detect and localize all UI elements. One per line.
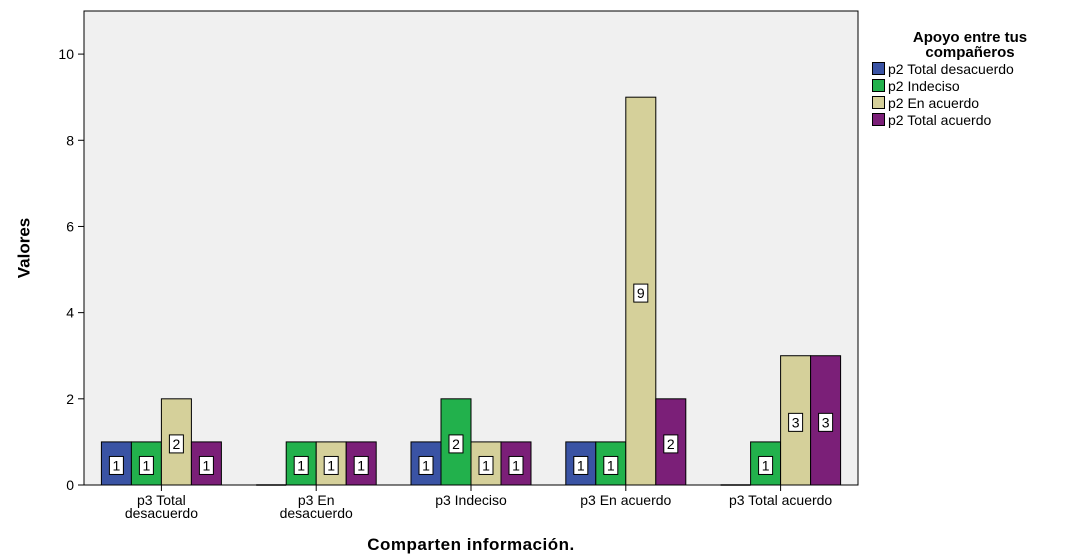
data-label: 2 xyxy=(452,436,460,452)
legend-label: p2 Total acuerdo xyxy=(888,111,992,128)
data-label: 3 xyxy=(792,414,800,430)
data-label: 1 xyxy=(512,457,520,473)
legend-items: p2 Total desacuerdo p2 Indeciso p2 En acue… xyxy=(872,60,1068,128)
data-label-box xyxy=(353,455,369,475)
data-label: 1 xyxy=(297,457,305,473)
data-label-box xyxy=(788,412,804,432)
data-label-box xyxy=(293,455,309,475)
data-label: 1 xyxy=(357,457,365,473)
data-label: 1 xyxy=(327,457,335,473)
x-tick-label: p3 Indeciso xyxy=(435,492,507,508)
data-label: 1 xyxy=(482,457,490,473)
legend-swatch xyxy=(872,79,885,92)
data-label-box xyxy=(323,455,339,475)
legend-item: p2 Total acuerdo xyxy=(872,111,1068,128)
bar xyxy=(780,355,812,486)
legend-swatch xyxy=(872,96,885,109)
data-label-box xyxy=(508,455,524,475)
bar xyxy=(345,441,377,486)
x-tick-label: p3 En desacuerdo xyxy=(280,492,353,521)
legend-item: p2 Indeciso xyxy=(872,77,1068,94)
y-tick-label: 4 xyxy=(66,305,74,321)
data-label-box xyxy=(663,434,679,454)
data-label-box xyxy=(478,455,494,475)
data-label: 9 xyxy=(637,285,645,301)
legend-label: p2 Indeciso xyxy=(888,77,960,94)
y-axis: 0 2 4 6 8 10 xyxy=(58,46,84,493)
y-tick-label: 8 xyxy=(66,132,74,148)
legend-label: p2 En acuerdo xyxy=(888,94,980,111)
legend-swatch xyxy=(872,113,885,126)
data-label: 1 xyxy=(143,457,151,473)
data-label-box xyxy=(448,434,464,454)
data-label-box xyxy=(418,455,434,475)
data-label: 2 xyxy=(667,436,675,452)
legend: Apoyo entre tus compañeros p2 Total desa… xyxy=(872,30,1068,128)
bar xyxy=(810,355,842,486)
data-label: 1 xyxy=(762,457,770,473)
bars: 1 1 2 1 1 1 1 1 2 1 1 1 1 9 2 1 3 3 xyxy=(100,96,842,486)
data-label: 2 xyxy=(173,436,181,452)
x-tick-label: p3 Total acuerdo xyxy=(729,492,832,508)
y-tick-label: 6 xyxy=(66,218,74,234)
data-label: 3 xyxy=(822,414,830,430)
x-tick-label: p3 Total desacuerdo xyxy=(125,492,198,521)
legend-label: p2 Total desacuerdo xyxy=(888,60,1014,77)
data-label: 1 xyxy=(607,457,615,473)
data-label-box xyxy=(818,412,834,432)
data-label: 1 xyxy=(203,457,211,473)
legend-swatch xyxy=(872,62,885,75)
x-axis-title: Comparten información. xyxy=(367,535,574,554)
data-label-box xyxy=(758,455,774,475)
data-label: 1 xyxy=(422,457,430,473)
data-label-box xyxy=(198,455,214,475)
data-label-box xyxy=(138,455,154,475)
legend-title: Apoyo entre tus compañeros xyxy=(912,29,1028,61)
data-label-box xyxy=(108,455,124,475)
y-axis-title: Valores xyxy=(14,218,33,279)
y-tick-label: 10 xyxy=(58,46,74,62)
legend-item: p2 Total desacuerdo xyxy=(872,60,1068,77)
x-tick-label: p3 En acuerdo xyxy=(580,492,671,508)
data-label-box xyxy=(633,283,649,303)
data-label-box xyxy=(573,455,589,475)
legend-item: p2 En acuerdo xyxy=(872,94,1068,111)
data-label: 1 xyxy=(113,457,121,473)
y-tick-label: 2 xyxy=(66,391,74,407)
data-label-box xyxy=(168,434,184,454)
data-label-box xyxy=(603,455,619,475)
x-axis: p3 Total desacuerdo p3 En desacuerdo p3 Inde… xyxy=(125,485,832,521)
y-tick-label: 0 xyxy=(66,477,74,493)
data-label: 1 xyxy=(577,457,585,473)
